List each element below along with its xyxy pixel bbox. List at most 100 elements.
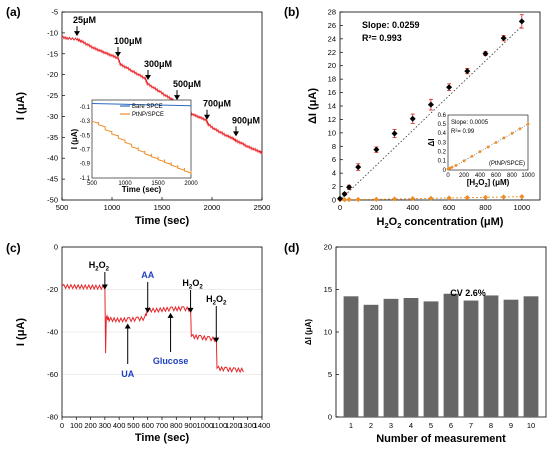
panel-d-xtick-label: 4 [409,421,413,430]
panel-b-r2: R²= 0.993 [362,33,402,43]
panel-b-orange-point [373,196,379,202]
panel-d-bar [363,304,379,417]
panel-c-xtick-label: 600 [141,421,154,430]
panel-b-label: (b) [284,5,299,19]
panel-c-xtick-label: 1100 [211,421,227,430]
panel-c-ytick-label: -20 [47,285,58,294]
panel-b-inset-xtick-label: 200 [459,173,470,179]
panel-a-arrow-1-head [115,52,121,58]
panel-a-xtick-label: 2500 [254,203,271,212]
panel-b-ytick-label: 6 [332,155,336,164]
panel-c-xtick-label: 100 [70,421,83,430]
panel-d-ytick-label: 20 [324,243,332,252]
panel-a-ylabel: I (μA) [15,92,27,120]
panel-b-inset-xtick-label: 400 [475,173,486,179]
panel-d-ytick-label: 10 [324,328,332,337]
panel-b-inset-fit-line [447,123,529,171]
panel-a-inset-xlabel: Time (sec) [122,185,162,194]
panel-b-inset-r2: R²= 0.99 [451,129,475,135]
panel-c-xlabel: Time (sec) [135,432,190,444]
panel-c-annotation: H2O2 [206,294,227,306]
panel-a-arrow-2-head [145,75,151,81]
panel-a-ytick-label: -45 [47,175,58,184]
panel-d-ytick-label: 15 [324,285,332,294]
panel-b-inset-xtick-label: 0 [446,173,450,179]
panel-b-point [337,195,343,202]
panel-b-point [446,84,453,91]
panel-c-xtick-label: 800 [170,421,183,430]
panel-b-orange-point [464,195,470,201]
panel-c: (c) 0-20-40-60-800 100 200 300 400 500 600 700 80… [6,241,270,444]
panel-b-orange-point [391,196,398,202]
panel-b-inset-point [494,140,498,145]
panel-b-inset-slope: Slope: 0.0005 [451,120,489,126]
panel-b-ytick-label: 2 [332,182,336,191]
panel-a-annotation: 300μM [144,59,172,69]
panel-c-annotation: UA [121,369,134,379]
panel-c-xtick-label: 200 [84,421,97,430]
panel-b-point [391,130,398,137]
panel-b-orange-point [482,194,489,200]
panel-a-label: (a) [6,5,21,19]
panel-b-xtick-label: 0 [338,203,342,212]
panel-b-ytick-label: 22 [328,48,336,57]
panel-b-inset-ytick-label: 0.5 [438,122,447,128]
panel-a-ytick-label: -5 [51,8,58,17]
panel-b-inset-point [462,159,466,163]
panel-b-point [482,50,489,57]
panel-d-xtick-label: 8 [489,421,493,430]
panel-b-point [341,190,348,197]
panel-c-ytick-label: -80 [47,413,58,422]
panel-b-inset-point [518,126,522,131]
panel-c-ylabel: I (μA) [15,318,27,346]
panel-c-annotation: H2O2 [182,278,203,290]
panel-c-xtick-label: 1000 [197,421,214,430]
panel-b-ytick-label: 8 [332,142,336,151]
panel-d-bar [423,301,439,417]
panel-c-annotation: AA [141,270,154,280]
panel-b-xlabel: H2O2 concentration (μM) [377,216,504,230]
panel-c-arrow-3-head [167,312,174,318]
panel-d-bar [503,299,519,417]
panel-b-ytick-label: 0 [332,196,336,205]
panel-c-xtick-label: 1300 [239,421,256,430]
panel-b-inset-ytick-label: 0.4 [438,131,447,137]
panel-c-xtick-label: 300 [99,421,112,430]
panel-d-label: (d) [284,241,299,255]
panel-b-ytick-label: 4 [332,169,336,178]
panel-a-ytick-label: -40 [47,154,58,163]
panel-a-ytick-label: -25 [47,91,58,100]
panel-d-xtick-label: 7 [469,421,473,430]
panel-d-xtick-label: 5 [429,421,433,430]
panel-a-series-line [61,35,263,155]
panel-b-ytick-label: 20 [328,61,336,70]
panel-a-inset-ytick-label: -0.1 [80,105,91,111]
panel-d-bar [483,295,499,417]
panel-a-inset-ytick-label: -0.7 [80,147,91,153]
panel-c-label: (c) [6,241,21,255]
panel-b-orange-point [410,196,416,202]
panel-c-xtick-label: 0 [60,421,64,430]
panel-b-inset-point [486,145,490,149]
panel-b-inset-frame [447,114,529,171]
panel-b-orange-point [501,194,507,200]
panel-b-ytick-label: 18 [328,75,336,84]
panel-b-orange-point [446,195,452,201]
panel-c-arrow-2-head [144,307,151,313]
panel-b-orange-point [428,195,434,201]
panel-a-xlabel: Time (sec) [135,215,190,227]
panel-a-inset-xtick-label: 2000 [184,181,198,187]
panel-a-annotation: 100μM [114,36,142,46]
panel-b-inset-point [510,131,514,136]
panel-c-xtick-label: 700 [156,421,169,430]
panel-a-annotation: 700μM [203,99,231,109]
panel-b-point [346,184,353,191]
panel-b-ytick-label: 14 [328,102,336,111]
panel-b-ytick-label: 28 [328,8,336,17]
panel-b-xtick-label: 200 [370,203,383,212]
panel-d-xlabel: Number of measurement [376,433,506,445]
panel-a-xtick-label: 2000 [204,203,221,212]
panel-c-xtick-label: 1200 [225,421,242,430]
panel-b-xtick-label: 1000 [513,203,530,212]
